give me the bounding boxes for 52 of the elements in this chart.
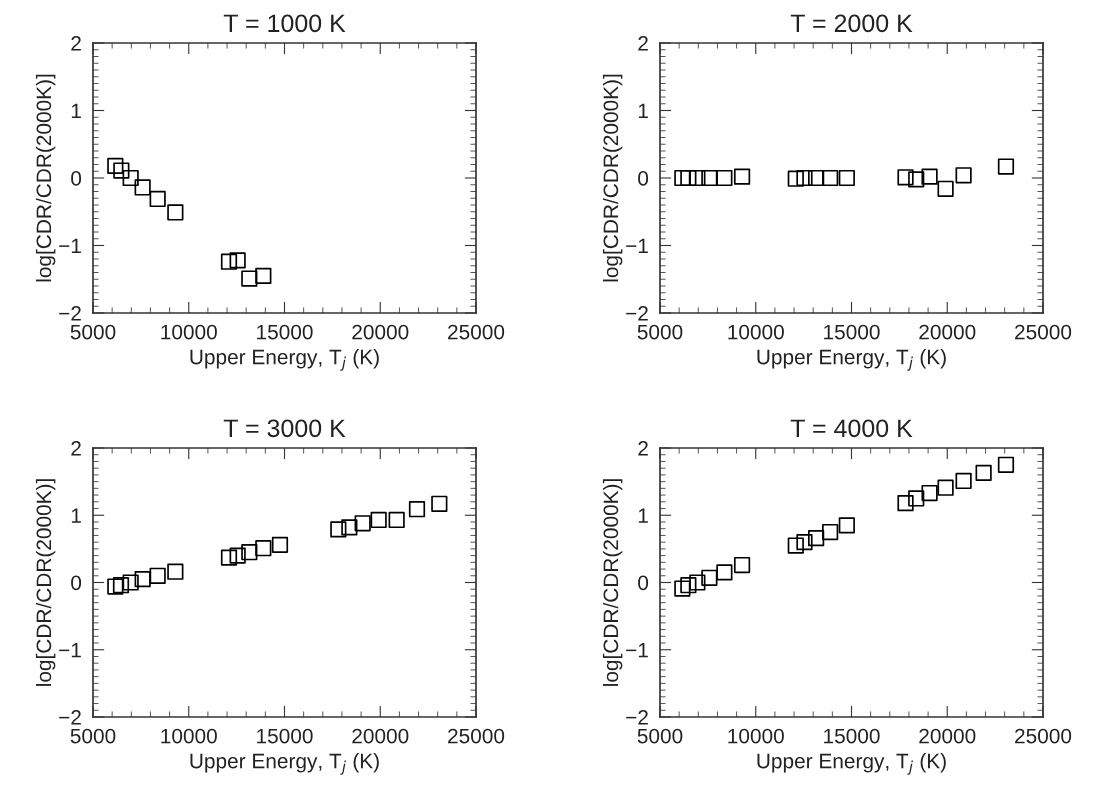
x-tick-label: 5000 — [70, 324, 116, 340]
y-tick-label: −1 — [59, 642, 81, 658]
x-tick-label: 25000 — [448, 324, 505, 340]
x-tick-label: 10000 — [161, 324, 217, 340]
y-tick-label: 1 — [638, 103, 648, 119]
x-tick-label: 15000 — [257, 728, 313, 744]
y-tick-label: −2 — [626, 306, 648, 321]
y-axis-title: log[CDR/CDR(2000K)] — [602, 74, 623, 282]
x-tick-label: 10000 — [728, 728, 784, 744]
x-axis-title: Upper Energy, T$_{j}$ (K) — [190, 349, 379, 371]
y-tick-label: 2 — [71, 36, 81, 51]
y-tick-label: 2 — [71, 441, 81, 456]
x-axis-title: Upper Energy, T$_{j}$ (K) — [190, 753, 379, 775]
y-axis-title: log[CDR/CDR(2000K)] — [602, 479, 623, 686]
y-tick-label: 1 — [71, 103, 81, 119]
x-tick-label: 25000 — [1015, 728, 1072, 744]
y-tick-label: 1 — [638, 508, 648, 523]
x-tick-label: 5000 — [637, 324, 683, 340]
y-axis-title: log[CDR/CDR(2000K)] — [35, 479, 56, 686]
y-tick-label: 0 — [638, 575, 649, 591]
x-tick-label: 20000 — [919, 324, 976, 340]
x-tick-label: 10000 — [728, 324, 784, 340]
y-tick-label: 0 — [71, 575, 82, 591]
y-axis-title: log[CDR/CDR(2000K)] — [35, 74, 56, 282]
y-tick-label: −1 — [59, 238, 81, 254]
x-tick-label: 20000 — [352, 324, 409, 340]
y-tick-label: −2 — [626, 710, 648, 725]
x-tick-label: 5000 — [70, 728, 116, 744]
x-tick-label: 25000 — [448, 728, 505, 744]
x-tick-label: 5000 — [637, 728, 683, 744]
x-tick-label: 15000 — [824, 728, 880, 744]
x-tick-label: 25000 — [1015, 324, 1072, 340]
y-tick-label: −1 — [626, 238, 648, 254]
chart-title: T = 3000 K — [223, 419, 346, 438]
y-tick-label: 1 — [71, 508, 81, 523]
chart-title: T = 4000 K — [790, 419, 913, 438]
x-axis-title: Upper Energy, T$_{j}$ (K) — [757, 753, 946, 775]
y-tick-label: −2 — [59, 710, 81, 725]
x-tick-label: 20000 — [919, 728, 976, 744]
x-tick-label: 20000 — [352, 728, 409, 744]
chart-title: T = 2000 K — [790, 14, 913, 33]
x-axis-title: Upper Energy, T$_{j}$ (K) — [757, 349, 946, 371]
x-tick-label: 10000 — [161, 728, 217, 744]
y-tick-label: 0 — [638, 171, 649, 186]
x-tick-label: 15000 — [257, 324, 313, 340]
y-tick-label: −1 — [626, 642, 648, 658]
y-tick-label: 2 — [638, 36, 648, 51]
y-tick-label: 2 — [638, 441, 648, 456]
chart-title: T = 1000 K — [223, 14, 346, 33]
y-tick-label: 0 — [71, 171, 82, 186]
y-tick-label: −2 — [59, 306, 81, 321]
x-tick-label: 15000 — [824, 324, 880, 340]
